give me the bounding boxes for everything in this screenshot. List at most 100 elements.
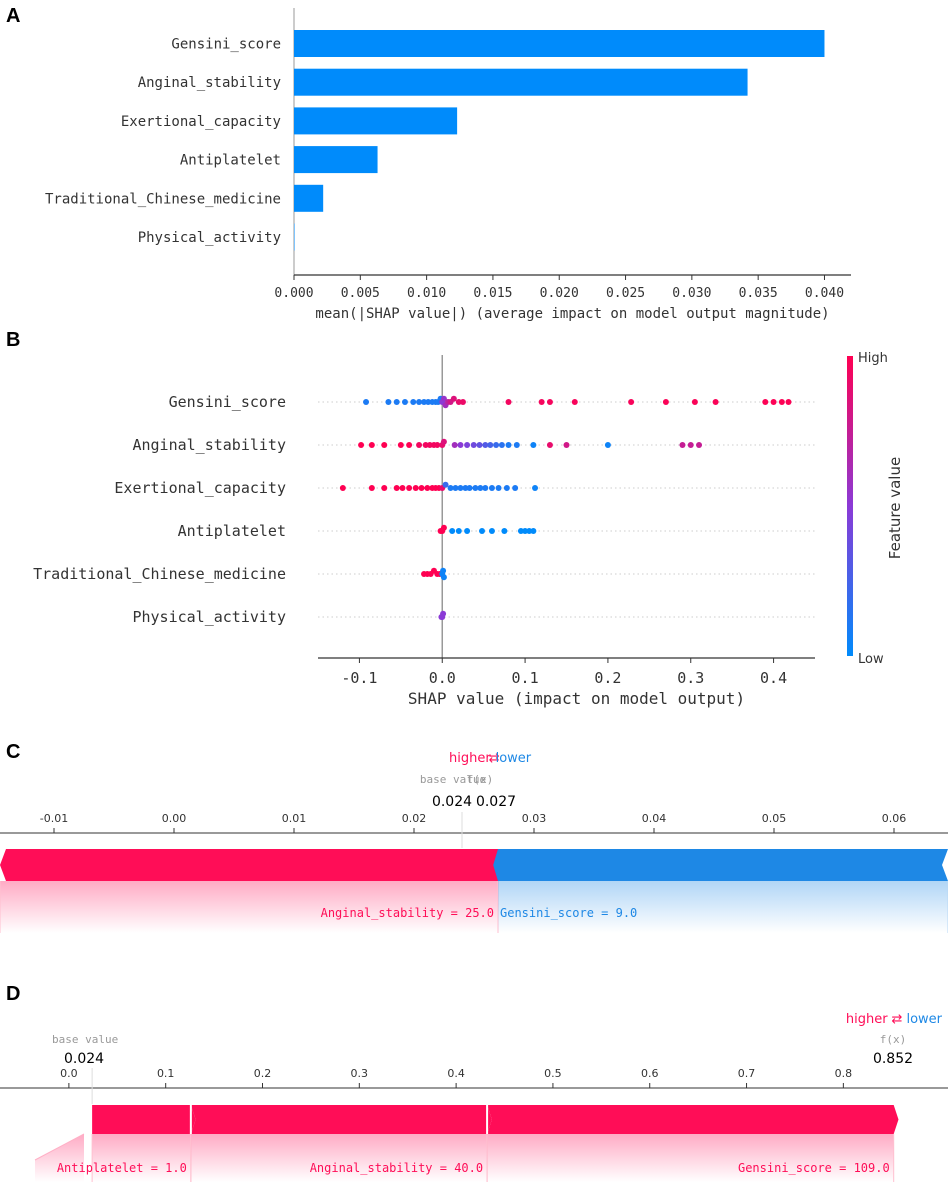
colorbar <box>847 356 853 656</box>
dot-3-5 <box>464 528 471 534</box>
dot-0-1 <box>385 399 392 405</box>
dot-0-13 <box>440 395 447 402</box>
row-label-1: Anginal_stability <box>132 436 286 454</box>
dot-2-20 <box>477 485 484 491</box>
dot-3-8 <box>501 528 508 534</box>
positive-bar-0 <box>0 849 503 881</box>
force-tick-label-2: 0.2 <box>254 1067 272 1080</box>
row-label-0: Gensini_score <box>169 393 286 411</box>
dot-2-19 <box>472 485 479 491</box>
bar-label-5: Physical_activity <box>138 230 281 246</box>
negative-bar-0 <box>493 849 948 881</box>
dot-2-6 <box>412 485 419 491</box>
dot-0-24 <box>628 399 635 405</box>
row-label-5: Physical_activity <box>132 608 286 626</box>
bar-2 <box>294 107 458 135</box>
dot-1-12 <box>451 442 458 448</box>
dot-1-7 <box>426 442 433 448</box>
dot-1-2 <box>381 442 388 448</box>
bar-3 <box>294 146 378 174</box>
dot-2-21 <box>482 485 489 491</box>
row-label-3: Antiplatelet <box>178 522 286 540</box>
dot-1-24 <box>546 442 553 448</box>
force-tick-label-6: 0.6 <box>641 1067 659 1080</box>
bar-label-4: Traditional_Chinese_medicine <box>45 191 281 207</box>
dot-1-25 <box>563 442 570 448</box>
legend-higher: higher <box>449 751 491 766</box>
dot-2-2 <box>381 485 388 491</box>
dot-0-3 <box>401 399 408 405</box>
dot-2-18 <box>466 485 473 491</box>
dot-0-26 <box>691 399 698 405</box>
dot-1-28 <box>687 442 694 448</box>
force-tick-label-3: 0.3 <box>351 1067 369 1080</box>
dot-1-22 <box>513 442 520 448</box>
positive-shade-0 <box>92 1134 191 1182</box>
dot-1-20 <box>498 442 505 448</box>
dot-0-2 <box>393 399 400 405</box>
legend: higher⇄lower <box>846 1012 943 1027</box>
dot-0-5 <box>416 399 423 405</box>
bar-0 <box>294 30 825 57</box>
negative-shade-0 <box>498 881 948 933</box>
positive-shade-2 <box>487 1134 894 1182</box>
dot-1-23 <box>530 442 537 448</box>
legend: higher⇄lower <box>449 751 532 766</box>
dot-3-4 <box>455 528 462 534</box>
dot-0-7 <box>425 399 432 405</box>
dot-0-6 <box>421 399 428 405</box>
force-tick-label-4: 0.4 <box>447 1067 465 1080</box>
dot-0-18 <box>455 399 462 405</box>
dot-1-4 <box>406 442 413 448</box>
panel-label-a: A <box>6 5 20 27</box>
dot-0-22 <box>546 399 553 405</box>
x-tick-label-1: 0.0 <box>429 669 456 687</box>
dot-0-20 <box>505 399 512 405</box>
x-tick-label-2: 0.1 <box>512 669 539 687</box>
dot-2-1 <box>368 485 375 491</box>
panel-label-c: C <box>6 741 20 763</box>
antiplatelet-connector-line <box>34 1133 85 1161</box>
antiplatelet-connector-shade <box>35 1134 84 1182</box>
x-tick-label-7: 0.035 <box>739 286 778 301</box>
positive-label-2: Gensini_score = 109.0 <box>738 1161 890 1175</box>
dot-0-4 <box>410 399 417 405</box>
bar-label-0: Gensini_score <box>171 37 281 53</box>
dot-1-5 <box>416 442 423 448</box>
dot-0-28 <box>762 399 769 405</box>
x-tick-label-4: 0.020 <box>540 286 579 301</box>
dot-1-29 <box>696 442 703 448</box>
dot-0-30 <box>778 399 785 405</box>
dot-3-3 <box>449 528 456 534</box>
dot-2-23 <box>495 485 502 491</box>
force-tick-label-7: 0.7 <box>738 1067 756 1080</box>
x-tick-label-3: 0.2 <box>594 669 621 687</box>
positive-shade-0 <box>0 881 498 933</box>
dot-2-8 <box>424 485 431 491</box>
panel-d-force-plot: higher ⇄ lower base value f(x) 0.024 0.852 0.0 0… <box>0 1012 948 1182</box>
force-tick-label-1: 0.1 <box>157 1067 175 1080</box>
dot-0-19 <box>459 399 466 405</box>
legend-lower: lower <box>906 1012 942 1027</box>
dot-2-16 <box>457 485 464 491</box>
dot-0-25 <box>662 399 669 405</box>
dot-2-22 <box>488 485 495 491</box>
dot-1-27 <box>679 442 686 448</box>
dot-2-13 <box>442 481 449 488</box>
x-axis-title: SHAP value (impact on model output) <box>408 689 745 708</box>
bar-4 <box>294 184 324 212</box>
row-label-2: Exertional_capacity <box>114 479 286 497</box>
dot-2-17 <box>462 485 469 491</box>
dot-4-7 <box>440 567 447 574</box>
negative-label-0: Gensini_score = 9.0 <box>500 906 637 920</box>
force-tick-label-0: 0.0 <box>60 1067 78 1080</box>
colorbar-high-label: High <box>858 351 888 366</box>
base-value-label: base value <box>52 1033 118 1046</box>
positive-label-0: Anginal_stability = 25.0 <box>321 906 494 920</box>
dot-2-5 <box>406 485 413 491</box>
dot-1-3 <box>397 442 404 448</box>
x-tick-label-5: 0.025 <box>606 286 645 301</box>
x-tick-label-0: -0.1 <box>341 669 377 687</box>
bar-5 <box>294 223 295 251</box>
